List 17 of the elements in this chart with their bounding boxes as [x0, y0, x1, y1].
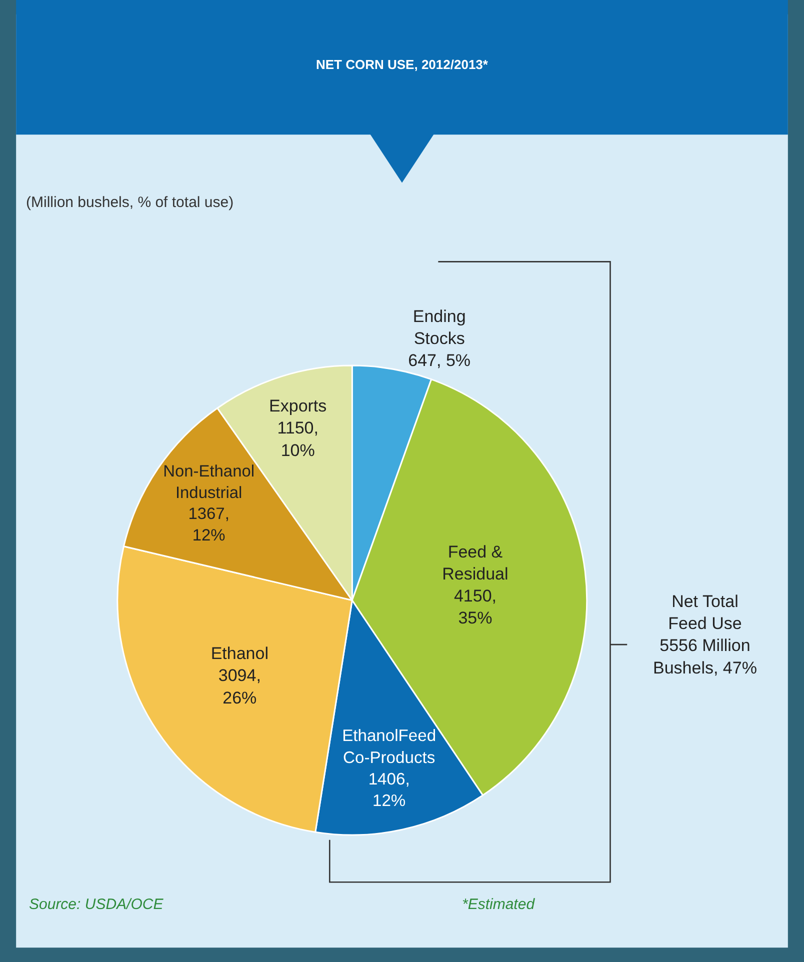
slice-label: Feed & Residual	[442, 542, 508, 584]
chart-title: NET CORN USE, 2012/2013*	[316, 57, 489, 72]
text: Net Total Feed Use 5556 Million Bushels, 47%	[653, 592, 757, 678]
slice-label: Ethanol	[210, 644, 268, 664]
data-label: 4150, 35%	[454, 586, 496, 628]
data-label: 647, 5%	[408, 350, 471, 370]
slice-label: Non-Ethanol Industrial	[163, 462, 255, 502]
text: *Estimated	[462, 896, 536, 913]
data-label: 1150, 10%	[277, 418, 318, 460]
slice-label: EthanolFeed Co-Products	[342, 726, 436, 767]
source-note: Source: USDA/OCE	[29, 896, 164, 913]
data-label: 1367, 12%	[188, 505, 230, 545]
slice-label: Ending Stocks	[412, 306, 466, 348]
data-label: 3094, 26%	[218, 666, 261, 708]
slice-label: Exports	[269, 396, 327, 416]
text: (Million bushels, % of total use)	[26, 194, 234, 211]
data-label: 1406, 12%	[368, 769, 410, 810]
